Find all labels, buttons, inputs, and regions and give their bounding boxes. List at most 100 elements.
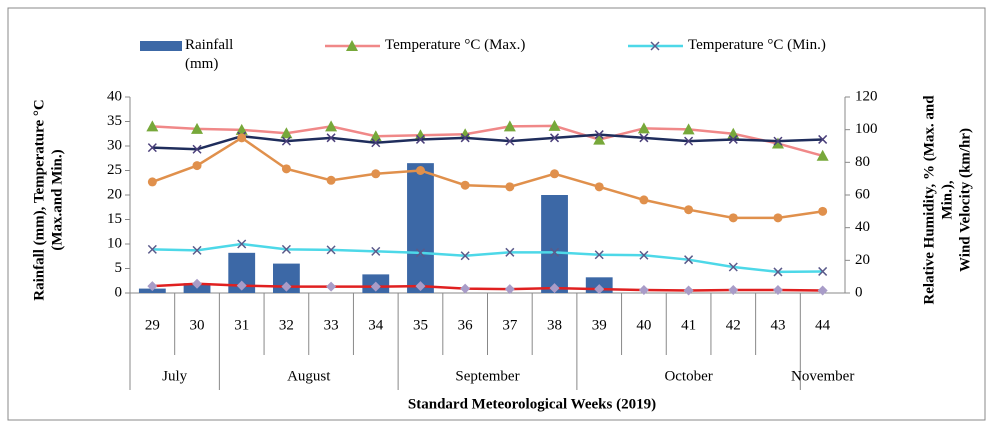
marker bbox=[460, 251, 470, 261]
x-tick-label: 38 bbox=[547, 317, 562, 333]
x-tick-label: 29 bbox=[145, 317, 160, 333]
month-label: November bbox=[791, 368, 854, 384]
month-label: October bbox=[664, 368, 712, 384]
marker bbox=[281, 244, 291, 254]
legend-label: Temperature °C (Max.) bbox=[385, 37, 526, 53]
marker bbox=[346, 40, 358, 51]
y2-axis-title: Min.), bbox=[939, 180, 955, 219]
marker bbox=[147, 244, 157, 254]
x-axis-title: Standard Meteorological Weeks (2019) bbox=[408, 396, 656, 412]
marker bbox=[639, 250, 649, 260]
marker bbox=[505, 136, 515, 146]
y2-tick-label: 40 bbox=[855, 219, 870, 235]
y2-tick-label: 60 bbox=[855, 186, 870, 202]
marker bbox=[594, 284, 605, 295]
y-tick-label: 40 bbox=[107, 88, 122, 104]
y2-tick-label: 120 bbox=[855, 88, 878, 104]
marker bbox=[728, 262, 738, 272]
marker bbox=[326, 281, 337, 292]
month-label: July bbox=[162, 368, 188, 384]
marker bbox=[326, 245, 336, 255]
series-line bbox=[152, 242, 823, 274]
marker bbox=[639, 195, 649, 205]
marker bbox=[237, 239, 247, 249]
marker bbox=[503, 120, 516, 132]
marker bbox=[548, 119, 561, 131]
marker bbox=[415, 134, 425, 144]
marker bbox=[637, 122, 650, 134]
marker bbox=[684, 255, 694, 265]
marker bbox=[550, 247, 560, 257]
marker bbox=[415, 166, 425, 175]
marker bbox=[281, 164, 291, 174]
y2-axis-title: Relative Humidity, % (Max. and bbox=[921, 95, 937, 305]
marker bbox=[236, 280, 247, 291]
marker bbox=[147, 177, 157, 187]
marker bbox=[369, 130, 382, 142]
x-tick-label: 40 bbox=[636, 317, 651, 333]
marker bbox=[280, 127, 293, 139]
y2-axis-title: Wind Velocity (km/hr) bbox=[957, 128, 973, 272]
marker bbox=[237, 133, 247, 143]
marker bbox=[460, 133, 470, 143]
y-tick-label: 20 bbox=[107, 186, 122, 202]
bar bbox=[541, 195, 568, 293]
marker bbox=[773, 213, 783, 223]
month-label: September bbox=[455, 368, 519, 384]
marker bbox=[370, 281, 381, 292]
y-tick-label: 25 bbox=[107, 162, 122, 178]
series-line bbox=[152, 282, 823, 292]
y2-tick-label: 20 bbox=[855, 252, 870, 268]
x-tick-label: 39 bbox=[592, 317, 607, 333]
marker bbox=[549, 283, 560, 294]
y2-tick-label: 80 bbox=[855, 154, 870, 170]
x-tick-label: 36 bbox=[458, 317, 474, 333]
marker bbox=[817, 285, 828, 296]
y2-tick-label: 100 bbox=[855, 121, 878, 137]
marker bbox=[371, 169, 381, 179]
marker bbox=[146, 120, 159, 132]
marker bbox=[593, 133, 606, 145]
marker bbox=[818, 266, 828, 276]
x-tick-label: 34 bbox=[368, 317, 384, 333]
marker bbox=[460, 283, 471, 294]
x-tick-label: 30 bbox=[190, 317, 205, 333]
marker bbox=[459, 128, 472, 140]
series-line bbox=[152, 133, 823, 151]
marker bbox=[550, 169, 560, 179]
marker bbox=[773, 267, 783, 277]
marker bbox=[650, 41, 660, 51]
marker bbox=[728, 134, 738, 144]
series-line bbox=[151, 136, 823, 220]
month-label: August bbox=[287, 368, 331, 384]
y-tick-label: 30 bbox=[107, 137, 122, 153]
x-tick-label: 32 bbox=[279, 317, 294, 333]
y-tick-label: 35 bbox=[107, 113, 122, 129]
marker bbox=[818, 134, 828, 144]
x-tick-label: 43 bbox=[770, 317, 785, 333]
x-tick-label: 35 bbox=[413, 317, 428, 333]
marker bbox=[326, 175, 336, 185]
marker bbox=[415, 281, 426, 292]
y2-tick-label: 0 bbox=[855, 284, 863, 300]
y-axis-title: Rainfall (mm), Temperature °C bbox=[31, 99, 47, 301]
y-axis-title: (Max.and Min.) bbox=[49, 149, 65, 250]
marker bbox=[460, 180, 470, 190]
marker bbox=[682, 123, 695, 135]
marker bbox=[505, 247, 515, 257]
marker bbox=[594, 250, 604, 260]
marker bbox=[192, 245, 202, 255]
y-tick-label: 0 bbox=[115, 284, 123, 300]
marker bbox=[505, 182, 515, 192]
marker bbox=[639, 133, 649, 143]
marker bbox=[326, 133, 336, 143]
marker bbox=[684, 136, 694, 146]
marker bbox=[371, 246, 381, 256]
marker bbox=[594, 130, 604, 140]
y-tick-label: 15 bbox=[107, 211, 122, 227]
series-line bbox=[152, 124, 823, 158]
marker bbox=[728, 285, 739, 296]
marker bbox=[147, 281, 158, 292]
